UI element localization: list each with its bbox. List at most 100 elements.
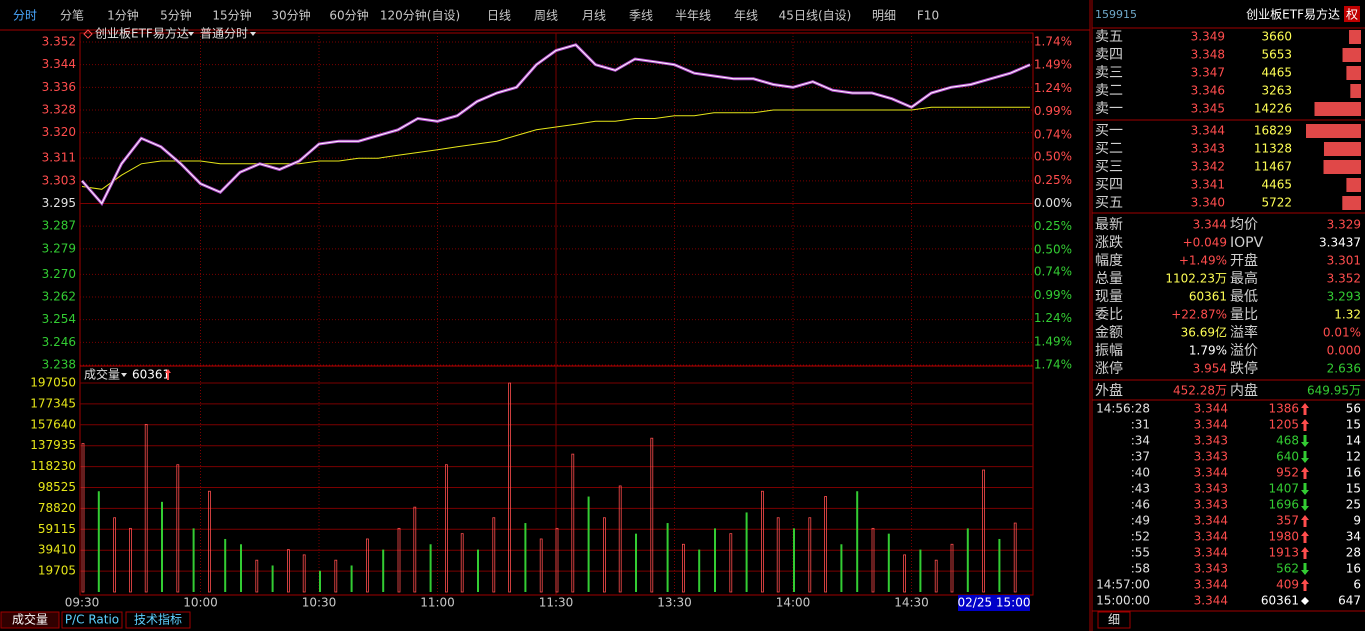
y2-tick-label: 1.49%	[1034, 334, 1072, 348]
stat-value: 3.954	[1193, 362, 1227, 376]
flow-label: 外盘	[1095, 382, 1123, 399]
toolbar-tab[interactable]: 日线	[487, 9, 511, 23]
trade-price: 3.344	[1194, 514, 1228, 528]
book-bar	[1314, 102, 1361, 116]
x-tick-label: 13:30	[657, 596, 692, 610]
price-line	[81, 44, 1031, 205]
stat-value: 3.344	[1193, 218, 1227, 232]
toolbar-tab[interactable]: 45日线(自设)	[779, 9, 852, 23]
book-volume: 3660	[1261, 30, 1292, 44]
y-tick-label: 3.344	[42, 57, 76, 71]
trade-time: 15:00:00	[1096, 594, 1150, 608]
volume-current: 60361	[132, 368, 170, 382]
trade-volume: 640	[1276, 450, 1299, 464]
volume-bar	[508, 382, 512, 593]
volume-bar	[319, 570, 321, 592]
book-price: 3.340	[1191, 196, 1225, 210]
volume-bar	[856, 491, 859, 592]
x-tick-label: 10:00	[183, 596, 218, 610]
bottom-tab-box	[125, 611, 191, 629]
book-price: 3.349	[1191, 30, 1225, 44]
toolbar-tab[interactable]: 1分钟	[107, 8, 139, 23]
y2-tick-label: 0.25%	[1034, 219, 1072, 233]
y-tick-label: 3.270	[42, 267, 76, 281]
trade-count: 56	[1346, 402, 1361, 416]
stat-label: IOPV	[1230, 235, 1264, 251]
trade-price: 3.344	[1194, 466, 1228, 480]
panel-tab[interactable]: 细	[1108, 613, 1120, 627]
book-bar	[1342, 48, 1361, 62]
stat-value: +0.049	[1183, 236, 1227, 250]
toolbar-tab[interactable]: F10	[917, 9, 939, 23]
book-bar	[1306, 124, 1361, 138]
trade-volume: 1386	[1268, 402, 1299, 416]
book-label: 卖四	[1095, 47, 1123, 63]
toolbar-tab[interactable]: 120分钟(自设)	[380, 8, 460, 23]
toolbar-tab[interactable]: 半年线	[675, 9, 711, 23]
stat-label: 最新	[1095, 217, 1123, 233]
volume-bar	[776, 517, 780, 593]
volume-bar	[271, 565, 274, 592]
volume-bar	[161, 501, 163, 592]
trade-time: :49	[1131, 514, 1150, 528]
bottom-tab[interactable]: 成交量	[12, 612, 48, 627]
toolbar-tab[interactable]: 周线	[534, 9, 558, 23]
stat-label: 开盘	[1230, 252, 1258, 269]
trade-count: 6	[1353, 578, 1361, 592]
trade-volume: 468	[1276, 434, 1299, 448]
trade-price: 3.343	[1194, 498, 1228, 512]
stat-value: 60361	[1189, 290, 1227, 304]
trade-price: 3.343	[1194, 434, 1228, 448]
toolbar-tab[interactable]: 30分钟	[271, 8, 310, 23]
volume-title[interactable]: 成交量	[84, 367, 120, 382]
volume-tick-label: 118230	[30, 459, 76, 473]
stat-value: 3.293	[1327, 290, 1361, 304]
volume-bar	[729, 533, 733, 593]
trade-count: 16	[1346, 562, 1361, 576]
trade-volume: 562	[1276, 562, 1299, 576]
flow-label: 内盘	[1230, 382, 1258, 399]
volume-tick-label: 157640	[30, 417, 76, 431]
volume-bar	[429, 544, 432, 592]
toolbar-tab[interactable]: 5分钟	[160, 8, 192, 23]
book-volume: 4465	[1261, 66, 1292, 80]
toolbar-tab[interactable]: 明细	[872, 9, 896, 23]
trade-volume: 952	[1276, 466, 1299, 480]
stat-value: 36.69亿	[1181, 325, 1227, 340]
toolbar-tab[interactable]: 分笔	[60, 8, 84, 23]
toolbar-tab[interactable]: 季线	[629, 9, 653, 23]
toolbar-tab[interactable]: 分时	[13, 9, 37, 23]
book-volume: 11467	[1254, 160, 1292, 174]
y2-tick-label: 0.99%	[1034, 288, 1072, 302]
book-volume: 14226	[1254, 102, 1292, 116]
bottom-tab[interactable]: P/C Ratio	[65, 613, 119, 627]
volume-bar	[144, 424, 148, 593]
trade-arrow	[1301, 597, 1309, 605]
stat-value: +1.49%	[1179, 254, 1227, 268]
toolbar-tab[interactable]: 月线	[582, 9, 606, 23]
book-label: 卖一	[1095, 101, 1123, 117]
toolbar-tab[interactable]: 60分钟	[329, 8, 368, 23]
chart-mode[interactable]: 普通分时	[200, 27, 248, 41]
toolbar-tab[interactable]: 15分钟	[212, 8, 251, 23]
book-volume: 3263	[1261, 84, 1292, 98]
chart-title[interactable]: 创业板ETF易方达	[95, 26, 189, 41]
y-tick-label: 3.328	[42, 103, 76, 117]
trade-volume: 409	[1276, 578, 1299, 592]
y-tick-label: 3.246	[42, 335, 76, 349]
volume-bar	[255, 559, 259, 593]
trade-arrow	[1301, 483, 1309, 495]
toolbar-tab[interactable]: 年线	[734, 9, 758, 23]
volume-bar	[761, 490, 764, 593]
y-tick-label: 3.311	[42, 151, 76, 165]
volume-bar	[919, 549, 922, 592]
trade-price: 3.344	[1194, 594, 1228, 608]
bottom-tab[interactable]: 技术指标	[134, 612, 182, 627]
volume-tick-label: 78820	[38, 501, 76, 515]
volume-tick-label: 177345	[30, 396, 76, 410]
trade-count: 14	[1346, 434, 1361, 448]
y2-tick-label: 1.24%	[1034, 81, 1072, 95]
book-label: 买四	[1095, 177, 1123, 193]
